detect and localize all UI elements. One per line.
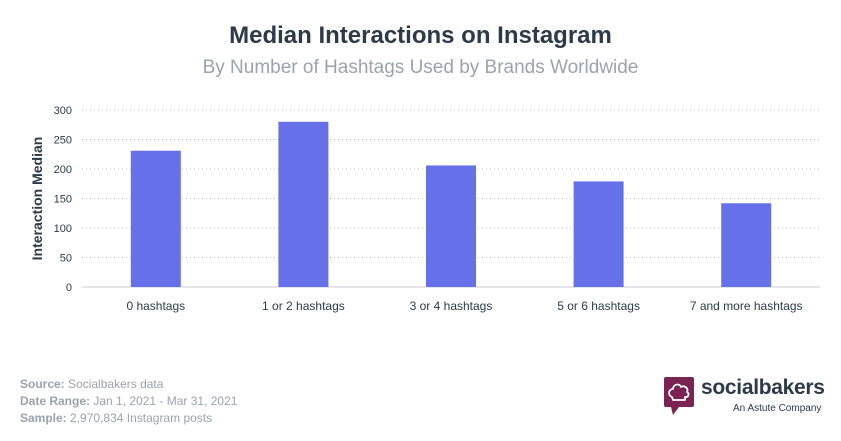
brand-logo-block: socialbakers An Astute Company xyxy=(663,374,833,420)
chart-subtitle: By Number of Hashtags Used by Brands Wor… xyxy=(202,57,639,78)
footer-source: Source: Socialbakers data xyxy=(20,376,237,393)
y-axis-label: Interaction Median xyxy=(29,137,45,261)
y-tick-label: 150 xyxy=(54,194,72,206)
bar xyxy=(130,150,181,287)
sample-value: 2,970,834 Instagram posts xyxy=(70,411,213,425)
source-value: Socialbakers data xyxy=(68,377,164,391)
bar-chart: 0 50 100 150 200 250 300 Interaction Median 0 ha… xyxy=(29,105,820,313)
source-label: Source: xyxy=(20,377,65,391)
date-value: Jan 1, 2021 - Mar 31, 2021 xyxy=(93,394,238,408)
x-tick-label: 1 or 2 hashtags xyxy=(262,299,345,313)
y-tick-label: 0 xyxy=(66,282,72,294)
x-tick-label: 3 or 4 hashtags xyxy=(410,299,493,313)
footer-notes: Source: Socialbakers data Date Range: Ja… xyxy=(20,376,237,427)
y-tick-label: 300 xyxy=(54,105,72,117)
bar xyxy=(573,181,624,287)
sample-label: Sample: xyxy=(20,411,67,425)
bar xyxy=(426,165,476,287)
chart-title: Median Interactions on Instagram xyxy=(229,22,612,49)
x-tick-label: 0 hashtags xyxy=(126,299,185,313)
x-tick-label: 5 or 6 hashtags xyxy=(557,299,640,313)
footer-date-range: Date Range: Jan 1, 2021 - Mar 31, 2021 xyxy=(20,393,237,410)
y-tick-label: 250 xyxy=(54,135,72,147)
chef-hat-icon xyxy=(664,377,694,415)
y-tick-label: 100 xyxy=(54,223,72,235)
y-tick-label: 50 xyxy=(60,253,72,265)
bar xyxy=(721,203,772,287)
bar xyxy=(278,121,329,287)
brand-name: socialbakers xyxy=(701,376,825,399)
date-label: Date Range: xyxy=(20,394,91,408)
footer-sample: Sample: 2,970,834 Instagram posts xyxy=(20,410,237,427)
y-tick-label: 200 xyxy=(54,164,72,176)
x-tick-label: 7 and more hashtags xyxy=(690,299,803,313)
brand-tagline: An Astute Company xyxy=(733,403,822,414)
